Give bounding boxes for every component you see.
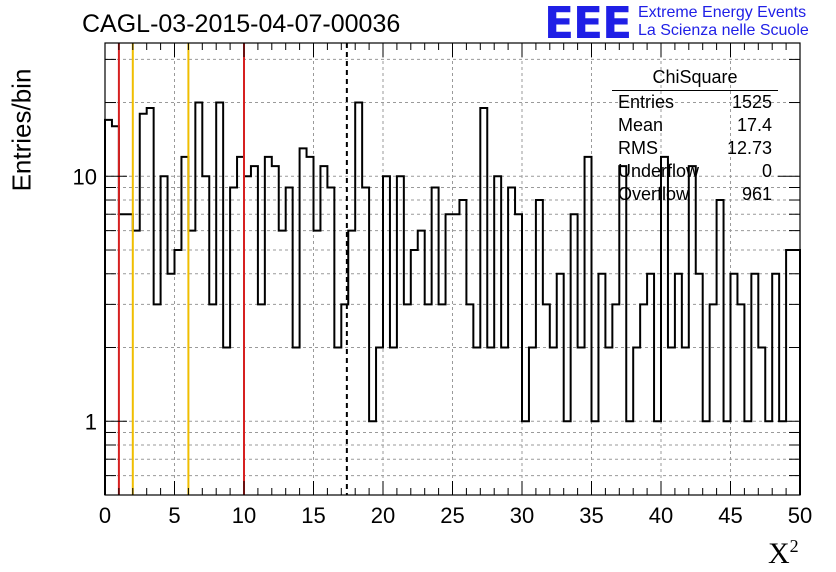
stats-box: ChiSquare Entries 1525 Mean 17.4 RMS 12.73 … bbox=[612, 66, 778, 206]
y-tick-label: 10 bbox=[73, 164, 97, 189]
x-tick-label: 15 bbox=[301, 503, 325, 528]
x-tick-label: 0 bbox=[99, 503, 111, 528]
x-tick-label: 45 bbox=[718, 503, 742, 528]
x-tick-label: 25 bbox=[440, 503, 464, 528]
stats-label: RMS bbox=[618, 138, 658, 158]
stats-label: Mean bbox=[618, 115, 664, 135]
stats-label: Entries bbox=[618, 92, 675, 112]
x-tick-label: 20 bbox=[371, 503, 395, 528]
eee-logo: EEE bbox=[544, 0, 632, 49]
x-tick-label: 50 bbox=[788, 503, 812, 528]
y-axis-label-text: Entries/bin bbox=[6, 68, 37, 192]
stats-value: 12.73 bbox=[726, 138, 772, 158]
chart-title: CAGL-03-2015-04-07-00036 bbox=[82, 10, 401, 38]
x-axis-label-superscript: 2 bbox=[789, 536, 799, 556]
stats-value: 17.4 bbox=[736, 115, 772, 135]
x-tick-label: 5 bbox=[168, 503, 180, 528]
histogram-line bbox=[104, 101, 801, 495]
x-axis-label: X2 bbox=[768, 536, 799, 571]
stats-row-entries: Entries 1525 bbox=[612, 91, 778, 114]
y-axis-label: Entries/bin bbox=[4, 69, 40, 192]
stats-row-underflow: Underflow 0 bbox=[612, 160, 778, 183]
x-axis-label-text: X bbox=[768, 537, 790, 570]
stats-box-title: ChiSquare bbox=[612, 66, 778, 91]
x-tick-label: 40 bbox=[649, 503, 673, 528]
stats-value: 0 bbox=[761, 161, 772, 181]
logo-line-1: Extreme Energy Events bbox=[638, 4, 807, 21]
stats-row-mean: Mean 17.4 bbox=[612, 114, 778, 137]
stats-value: 1525 bbox=[731, 92, 772, 112]
stats-row-overflow: Overflow 961 bbox=[612, 183, 778, 206]
x-tick-label: 35 bbox=[579, 503, 603, 528]
x-tick-label: 30 bbox=[510, 503, 534, 528]
y-tick-label: 1 bbox=[85, 409, 97, 434]
logo-line-2: La Scienza nelle Scuole bbox=[638, 22, 809, 39]
stats-label: Underflow bbox=[618, 161, 700, 181]
x-tick-label: 10 bbox=[232, 503, 256, 528]
stats-label: Overflow bbox=[618, 184, 690, 204]
stats-row-rms: RMS 12.73 bbox=[612, 137, 778, 160]
stats-value: 961 bbox=[741, 184, 772, 204]
